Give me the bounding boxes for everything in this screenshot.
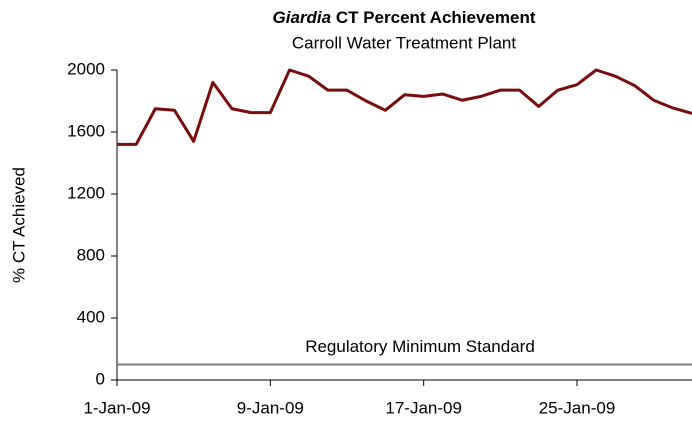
x-tick-label: 1-Jan-09 bbox=[83, 398, 150, 417]
title-italic: Giardia bbox=[273, 8, 332, 27]
x-tick-label: 17-Jan-09 bbox=[385, 398, 462, 417]
x-tick-label: 25-Jan-09 bbox=[539, 398, 616, 417]
data-line bbox=[117, 68, 692, 146]
chart-title: Giardia CT Percent Achievement bbox=[273, 8, 536, 27]
title-rest: CT Percent Achievement bbox=[336, 8, 536, 27]
y-axis-label: % CT Achieved bbox=[9, 167, 28, 283]
y-tick-label: 1600 bbox=[67, 121, 105, 140]
y-tick-label: 1200 bbox=[67, 183, 105, 202]
y-tick-label: 0 bbox=[96, 369, 105, 388]
y-tick-label: 800 bbox=[77, 245, 105, 264]
chart-subtitle: Carroll Water Treatment Plant bbox=[292, 33, 516, 52]
x-tick-label: 9-Jan-09 bbox=[237, 398, 304, 417]
y-tick-label: 400 bbox=[77, 307, 105, 326]
y-tick-label: 2000 bbox=[67, 59, 105, 78]
reference-label: Regulatory Minimum Standard bbox=[305, 337, 535, 356]
